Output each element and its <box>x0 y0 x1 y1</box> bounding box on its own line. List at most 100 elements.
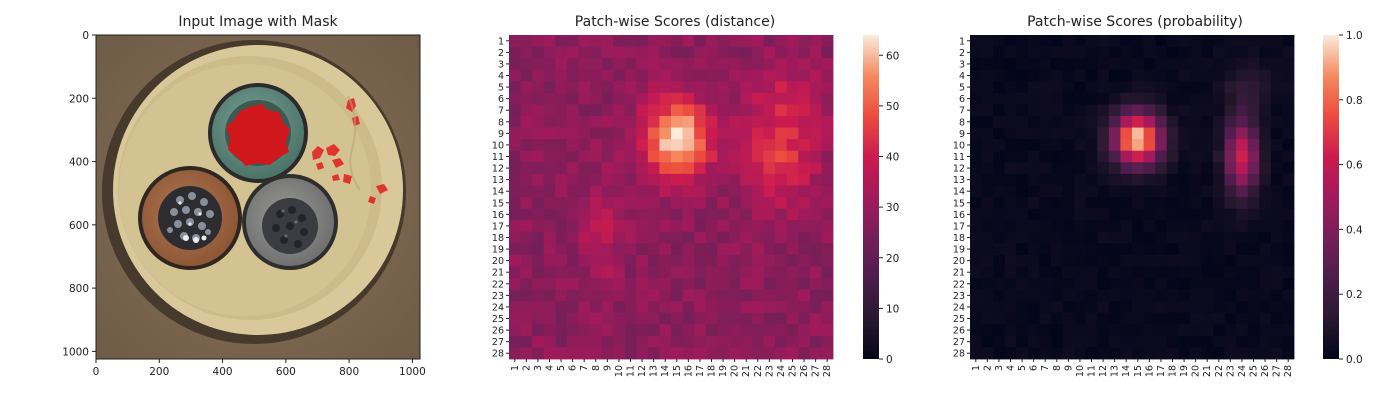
heatmap-cell <box>1224 35 1237 47</box>
heatmap-cell <box>613 116 626 128</box>
heatmap-cell <box>1004 347 1017 360</box>
heatmap-cell <box>1074 104 1087 117</box>
heatmap-cell <box>1247 220 1260 233</box>
heatmap-ytick-label: 18 <box>953 233 965 244</box>
heatmap-cell <box>624 231 637 244</box>
heatmap-cell <box>1097 208 1110 221</box>
colorbar-tick-label: 0.6 <box>1346 160 1363 172</box>
heatmap-cell <box>1201 104 1214 117</box>
heatmap-cell <box>566 92 579 105</box>
heatmap-cell <box>1259 266 1272 279</box>
heatmap-cell <box>1247 347 1260 360</box>
heatmap-cell <box>1120 35 1133 47</box>
heatmap-cell <box>1270 58 1283 71</box>
heatmap-cell <box>555 208 568 221</box>
heatmap-cell <box>1270 46 1283 59</box>
heatmap-cell <box>752 347 764 360</box>
heatmap-cell <box>1016 46 1029 59</box>
heatmap-cell <box>1259 116 1272 128</box>
heatmap-xtick-label: 8 <box>591 365 602 371</box>
heatmap-cell <box>1039 312 1052 325</box>
heatmap-cell <box>543 35 556 47</box>
heatmap-cell <box>509 278 521 290</box>
heatmap-cell <box>659 116 672 128</box>
heatmap-cell <box>1282 162 1295 175</box>
heatmap-cell <box>1236 312 1249 325</box>
heatmap-cell <box>543 92 556 105</box>
heatmap-cell <box>1259 278 1272 290</box>
heatmap-cell <box>694 231 707 244</box>
heatmap-cell <box>740 278 753 290</box>
heatmap-cell <box>981 301 994 314</box>
heatmap-cell <box>636 254 649 267</box>
heatmap-cell <box>993 92 1006 105</box>
heatmap-cell <box>981 231 994 244</box>
heatmap-cell <box>993 46 1006 59</box>
heatmap-cell <box>1004 116 1017 128</box>
heatmap-cell <box>981 173 994 186</box>
heatmap-cell <box>1270 231 1283 244</box>
heatmap-cell <box>578 139 591 152</box>
heatmap-cell <box>1270 116 1283 128</box>
heatmap-cell <box>798 81 811 94</box>
heatmap-cell <box>1236 335 1249 348</box>
heatmap-ytick-label: 11 <box>953 152 965 163</box>
heatmap-cell <box>809 139 822 152</box>
heatmap-cell <box>1236 92 1249 105</box>
heatmap-cell <box>1120 104 1133 117</box>
heatmap-cell <box>636 162 649 175</box>
heatmap-cell <box>740 289 753 302</box>
heatmap-cell <box>636 35 649 47</box>
heatmap-cell <box>993 347 1006 360</box>
heatmap-cell <box>775 92 788 105</box>
heatmap-cell <box>775 116 788 128</box>
heatmap-cell <box>1039 46 1052 59</box>
heatmap-cell <box>1201 173 1214 186</box>
heatmap-cell <box>775 312 788 325</box>
heatmap-cell <box>532 220 545 233</box>
heatmap-cell <box>659 254 672 267</box>
heatmap-cell <box>1259 254 1272 267</box>
heatmap-cell <box>740 231 753 244</box>
heatmap-cell <box>1039 58 1052 71</box>
heatmap-cell <box>1074 254 1087 267</box>
heatmap-cell <box>809 254 822 267</box>
heatmap-cell <box>705 289 718 302</box>
heatmap-cell <box>555 69 568 82</box>
heatmap-cell <box>1004 139 1017 152</box>
heatmap-cell <box>555 312 568 325</box>
heatmap-cell <box>613 127 626 140</box>
heatmap-cell <box>775 243 788 256</box>
heatmap-cell <box>993 104 1006 117</box>
heatmap-cell <box>717 92 730 105</box>
heatmap-cell <box>786 104 799 117</box>
heatmap-ytick-label: 12 <box>492 164 504 175</box>
heatmap-cell <box>798 104 811 117</box>
heatmap-cell <box>566 278 579 290</box>
heatmap-cell <box>1051 324 1063 337</box>
heatmap-cell <box>981 69 994 82</box>
heatmap-cell <box>520 162 533 175</box>
heatmap-cell <box>1120 335 1133 348</box>
heatmap-cell <box>636 81 649 94</box>
heatmap-cell <box>1201 220 1214 233</box>
heatmap-cell <box>1039 197 1052 209</box>
heatmap-cell <box>1213 208 1225 221</box>
heatmap-cell <box>509 312 521 325</box>
heatmap-cell <box>636 324 649 337</box>
heatmap-cell <box>1120 266 1133 279</box>
heatmap-cell <box>1178 116 1191 128</box>
heatmap-cell <box>671 35 683 47</box>
heatmap-cell <box>601 104 614 117</box>
heatmap-cell <box>798 231 811 244</box>
heatmap-cell <box>1155 220 1168 233</box>
heatmap-cell <box>659 35 672 47</box>
heatmap-cell <box>1213 139 1225 152</box>
heatmap-cell <box>705 231 718 244</box>
heatmap-cell <box>1213 173 1225 186</box>
heatmap-cell <box>578 197 591 209</box>
heatmap-cell <box>1166 92 1179 105</box>
heatmap-cell <box>763 324 776 337</box>
heatmap-cell <box>601 35 614 47</box>
heatmap-xtick-label: 2 <box>982 365 993 371</box>
